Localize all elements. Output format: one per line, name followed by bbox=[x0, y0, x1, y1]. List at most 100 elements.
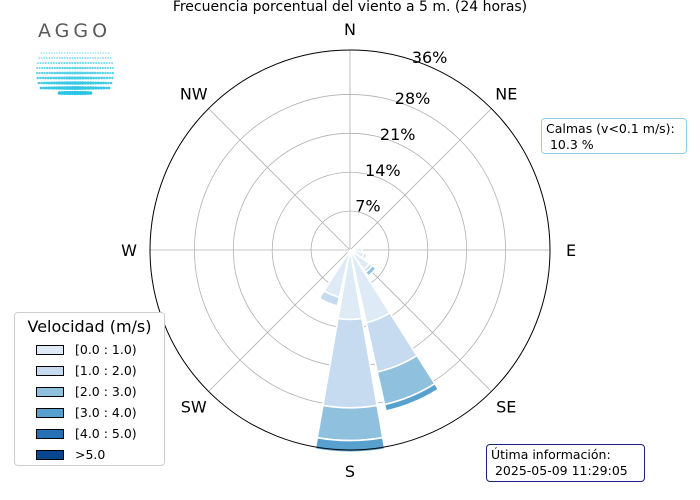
logo-dot bbox=[36, 76, 39, 80]
logo-dot bbox=[89, 57, 92, 59]
outer-circle bbox=[149, 49, 551, 451]
logo-dot bbox=[58, 66, 62, 70]
legend-swatch bbox=[36, 429, 64, 439]
logo-dot bbox=[57, 76, 61, 80]
logo-dot bbox=[103, 62, 106, 64]
logo-dot bbox=[53, 52, 56, 54]
logo-dot bbox=[84, 76, 88, 80]
logo-dot bbox=[89, 61, 92, 65]
logo-dot bbox=[109, 71, 112, 75]
logo-dot bbox=[56, 52, 58, 54]
legend: Velocidad (m/s) [0.0 : 1.0) [1.0 : 2.0) … bbox=[14, 312, 165, 466]
grid-spoke bbox=[349, 108, 492, 251]
logo-dot bbox=[55, 86, 59, 90]
logo-dot bbox=[36, 62, 39, 64]
legend-swatch bbox=[36, 366, 64, 376]
logo-dot bbox=[88, 66, 92, 70]
direction-label: NW bbox=[180, 85, 208, 104]
logo-dot bbox=[52, 86, 56, 90]
logo-dot bbox=[68, 71, 72, 75]
logo-dot bbox=[86, 86, 90, 90]
logo-dot bbox=[48, 71, 51, 75]
rose-wedge bbox=[314, 436, 386, 454]
aggo-logo: AGGO bbox=[30, 18, 125, 103]
logo-dot bbox=[46, 66, 49, 70]
grid-spoke bbox=[349, 249, 492, 392]
logo-dot bbox=[81, 76, 85, 80]
logo-dot bbox=[78, 71, 82, 75]
last-update-value: 2025-05-09 11:29:05 bbox=[491, 463, 628, 478]
logo-dot bbox=[58, 57, 61, 59]
logo-dot bbox=[48, 66, 51, 70]
logo-dot bbox=[94, 52, 97, 54]
logo-dot bbox=[102, 57, 104, 59]
logo-dot bbox=[78, 66, 82, 70]
legend-label: [2.0 : 3.0) bbox=[75, 384, 137, 399]
logo-dot bbox=[111, 71, 115, 75]
logo-dot bbox=[107, 57, 110, 59]
logo-dot bbox=[71, 61, 74, 65]
logo-text: AGGO bbox=[38, 20, 112, 42]
logo-dot bbox=[61, 71, 64, 75]
logo-dot bbox=[99, 66, 102, 70]
logo-dot bbox=[48, 52, 51, 54]
direction-label: SW bbox=[181, 397, 207, 416]
logo-dot bbox=[45, 71, 49, 75]
legend-swatch bbox=[36, 450, 64, 460]
logo-dot bbox=[91, 66, 94, 70]
logo-dot bbox=[53, 66, 56, 70]
direction-label: W bbox=[121, 241, 137, 260]
logo-dot bbox=[101, 81, 105, 85]
logo-dot bbox=[78, 76, 82, 80]
logo-dot bbox=[57, 91, 62, 95]
logo-dot bbox=[38, 66, 41, 70]
logo-dot bbox=[53, 57, 56, 59]
logo-dot bbox=[96, 81, 100, 85]
legend-label: [0.0 : 1.0) bbox=[75, 342, 137, 357]
logo-dot bbox=[81, 71, 85, 75]
logo-dot bbox=[40, 52, 43, 54]
logo-dot bbox=[86, 91, 90, 95]
logo-dot bbox=[73, 66, 77, 70]
logo-dot bbox=[45, 81, 49, 85]
legend-label: >5.0 bbox=[75, 447, 106, 462]
logo-dot bbox=[39, 76, 42, 80]
logo-dot bbox=[48, 57, 51, 59]
logo-dot bbox=[40, 71, 44, 75]
logo-dot bbox=[105, 76, 109, 80]
logo-dot bbox=[79, 57, 82, 59]
radial-tick-label: 7% bbox=[355, 197, 380, 216]
logo-dot bbox=[88, 71, 92, 75]
logo-dot bbox=[75, 81, 80, 85]
logo-dot bbox=[86, 71, 89, 75]
logo-dot bbox=[89, 52, 92, 54]
logo-dot bbox=[43, 52, 45, 54]
legend-label: [4.0 : 5.0) bbox=[75, 426, 137, 441]
logo-dot bbox=[71, 71, 74, 75]
logo-dot bbox=[55, 61, 58, 65]
logo-dot bbox=[97, 52, 99, 54]
logo-dot bbox=[94, 81, 98, 85]
logo-dot bbox=[38, 71, 41, 75]
direction-label: NE bbox=[495, 85, 517, 104]
logo-dot bbox=[60, 61, 63, 65]
logo-dot bbox=[46, 57, 48, 59]
logo-dot bbox=[83, 66, 87, 70]
logo-dot bbox=[94, 66, 97, 70]
logo-dot bbox=[105, 52, 107, 54]
rose-wedge bbox=[318, 289, 341, 307]
logo-dot bbox=[111, 66, 114, 70]
logo-dot bbox=[102, 52, 105, 54]
logo-dot bbox=[106, 71, 110, 75]
logo-dot bbox=[99, 71, 102, 75]
direction-label: E bbox=[566, 241, 576, 260]
logo-dot bbox=[76, 57, 79, 59]
logo-dot bbox=[83, 81, 87, 85]
logo-dot bbox=[106, 66, 109, 70]
logo-dot bbox=[52, 81, 56, 85]
logo-dot bbox=[68, 81, 72, 85]
logo-dot bbox=[104, 81, 108, 85]
logo-dot bbox=[66, 52, 69, 54]
logo-dot bbox=[99, 52, 102, 54]
